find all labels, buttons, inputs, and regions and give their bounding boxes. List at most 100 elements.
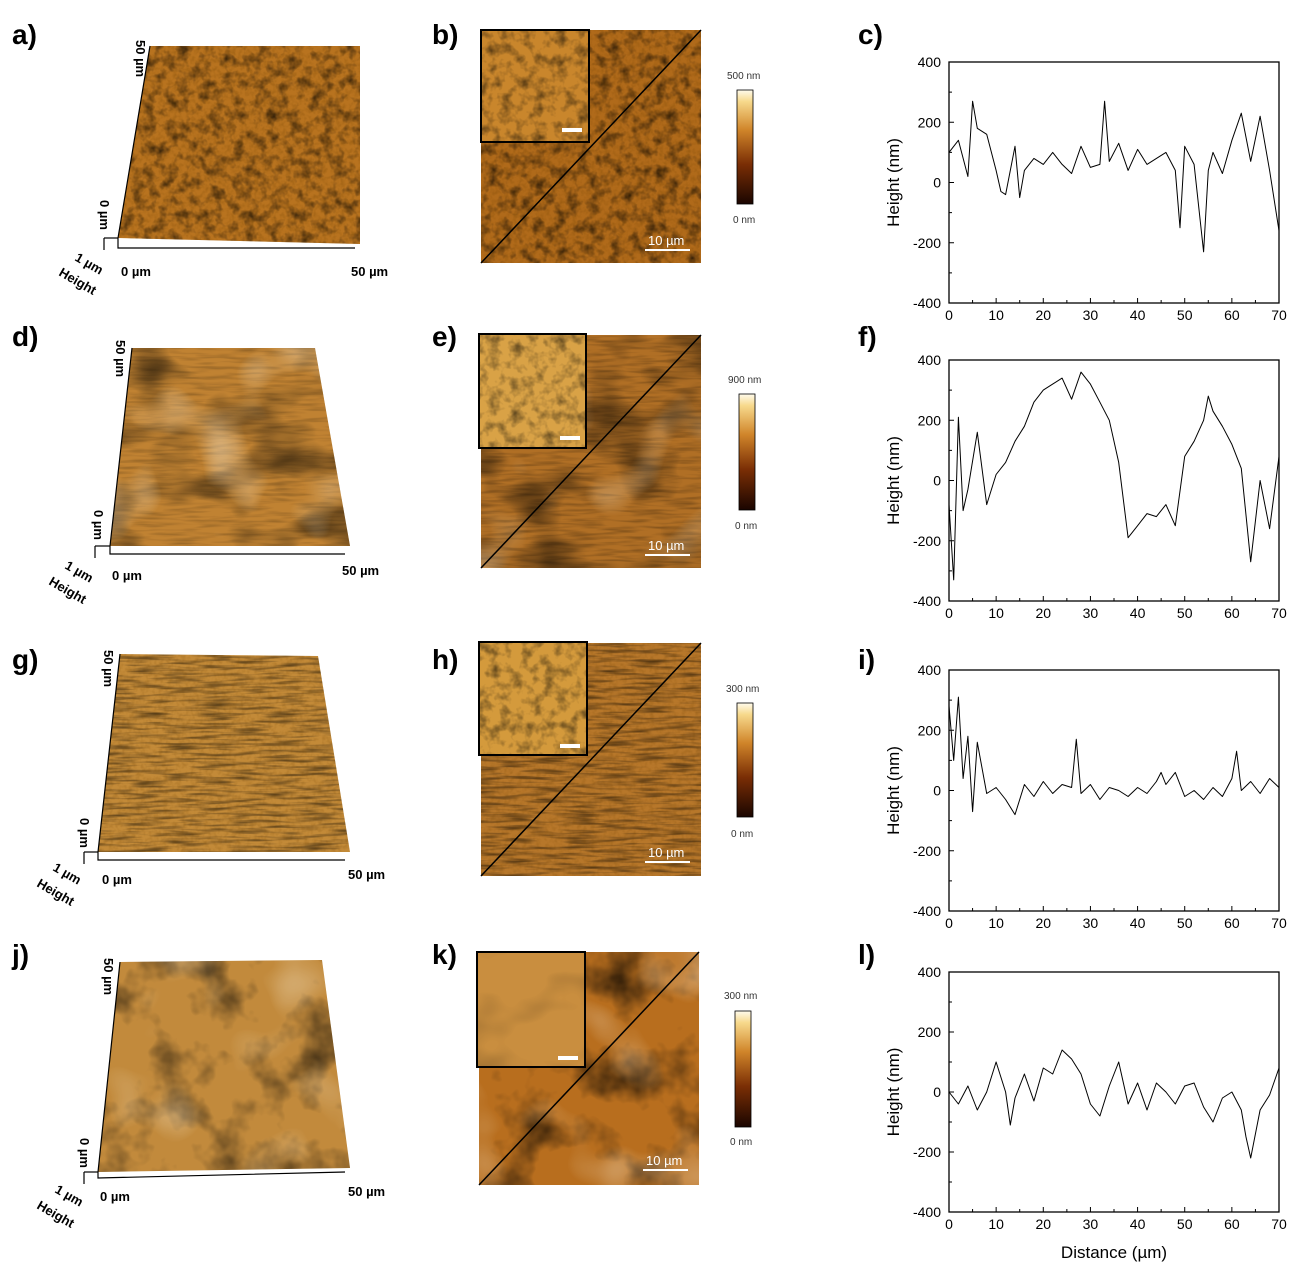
plot-frame bbox=[948, 359, 1280, 602]
x-tick-label: 50 bbox=[1177, 307, 1193, 323]
scale-bar-e: 10 µm bbox=[648, 538, 684, 553]
colorbar-min-e: 0 nm bbox=[735, 521, 757, 532]
axis3d-ybottom-g: 0 µm bbox=[77, 818, 92, 848]
x-tick-label: 60 bbox=[1224, 915, 1240, 931]
y-tick-label: 400 bbox=[918, 662, 942, 678]
row-2: d) 50 µm 0 µm 0 µm 50 µm 1 µm Height e) bbox=[12, 321, 1287, 621]
y-tick-label: -200 bbox=[913, 1144, 941, 1160]
y-tick-label: -400 bbox=[913, 903, 941, 919]
y-tick-label: -400 bbox=[913, 593, 941, 609]
axis3d-xright-j: 50 µm bbox=[348, 1184, 385, 1199]
panel-label-c: c) bbox=[858, 19, 883, 50]
panel-label-i: i) bbox=[858, 644, 875, 675]
colorbar-max-b: 500 nm bbox=[727, 71, 760, 82]
panel-label-a: a) bbox=[12, 19, 37, 50]
y-tick-label: 200 bbox=[918, 114, 942, 130]
x-tick-label: 50 bbox=[1177, 915, 1193, 931]
x-axis-label: Distance (µm) bbox=[1061, 1243, 1167, 1262]
series-line bbox=[948, 1049, 1280, 1159]
y-axis-label: Height (nm) bbox=[884, 436, 903, 525]
colorbar-k: 300 nm 0 nm bbox=[724, 991, 757, 1148]
x-tick-label: 20 bbox=[1035, 605, 1051, 621]
surface-3d-j bbox=[83, 960, 350, 1184]
surface-3d-d bbox=[94, 347, 350, 558]
y-tick-label: 400 bbox=[918, 964, 942, 980]
y-tick-label: 200 bbox=[918, 412, 942, 428]
panel-label-f: f) bbox=[858, 321, 877, 352]
height-profile-l: 0 10 20 30 40 50 60 70 -400 -200 0 200 400 Height (nm… bbox=[884, 964, 1287, 1262]
panel-label-e: e) bbox=[432, 321, 457, 352]
y-tick-label: -200 bbox=[913, 533, 941, 549]
x-tick-label: 30 bbox=[1083, 307, 1099, 323]
panel-label-j: j) bbox=[11, 939, 29, 970]
x-tick-label: 10 bbox=[988, 307, 1004, 323]
axis3d-ybottom-j: 0 µm bbox=[77, 1138, 92, 1168]
scale-bar-h: 10 µm bbox=[648, 845, 684, 860]
x-tick-label: 40 bbox=[1130, 1216, 1146, 1232]
height-profile-c: 0 10 20 30 40 50 60 70 -400 -200 0 200 400 Height (nm… bbox=[884, 54, 1287, 323]
colorbar-h: 300 nm 0 nm bbox=[726, 684, 759, 840]
colorbar-min-k: 0 nm bbox=[730, 1137, 752, 1148]
colorbar-max-e: 900 nm bbox=[728, 375, 761, 386]
row-3: g) 50 µm 0 µm 0 µm 50 µm 1 µm Height h) … bbox=[12, 641, 1287, 931]
x-tick-label: 20 bbox=[1035, 915, 1051, 931]
y-tick-label: 200 bbox=[918, 722, 942, 738]
y-tick-label: 0 bbox=[933, 783, 941, 799]
axis3d-ybottom-a: 0 µm bbox=[97, 200, 112, 230]
y-tick-label: 400 bbox=[918, 54, 942, 70]
panel-label-d: d) bbox=[12, 321, 38, 352]
x-tick-label: 30 bbox=[1083, 605, 1099, 621]
y-tick-label: 0 bbox=[933, 175, 941, 191]
colorbar-max-h: 300 nm bbox=[726, 684, 759, 695]
x-tick-label: 10 bbox=[988, 1216, 1004, 1232]
x-tick-label: 0 bbox=[945, 1216, 953, 1232]
y-tick-label: -200 bbox=[913, 235, 941, 251]
surface-3d-g bbox=[83, 653, 350, 864]
colorbar-e: 900 nm 0 nm bbox=[728, 375, 761, 532]
surface-3d-a bbox=[103, 45, 360, 250]
y-tick-label: -400 bbox=[913, 1204, 941, 1220]
x-tick-label: 20 bbox=[1035, 1216, 1051, 1232]
x-tick-label: 0 bbox=[945, 915, 953, 931]
y-tick-label: 200 bbox=[918, 1024, 942, 1040]
axis3d-xleft-a: 0 µm bbox=[121, 264, 151, 279]
x-tick-label: 20 bbox=[1035, 307, 1051, 323]
colorbar-min-h: 0 nm bbox=[731, 829, 753, 840]
x-tick-label: 50 bbox=[1177, 1216, 1193, 1232]
height-profile-f: 0 10 20 30 40 50 60 70 -400 -200 0 200 400 Height (nm… bbox=[884, 352, 1287, 621]
axis3d-xright-g: 50 µm bbox=[348, 867, 385, 882]
x-tick-label: 70 bbox=[1271, 605, 1287, 621]
x-tick-label: 0 bbox=[945, 605, 953, 621]
panel-label-k: k) bbox=[432, 939, 457, 970]
x-tick-label: 10 bbox=[988, 915, 1004, 931]
afm-image-e: 10 µm bbox=[478, 333, 702, 569]
axis3d-xleft-g: 0 µm bbox=[102, 872, 132, 887]
x-tick-label: 40 bbox=[1130, 605, 1146, 621]
y-tick-label: -200 bbox=[913, 843, 941, 859]
axis3d-xleft-d: 0 µm bbox=[112, 568, 142, 583]
x-tick-label: 40 bbox=[1130, 307, 1146, 323]
axis3d-ytop-j: 50 µm bbox=[101, 958, 116, 995]
axis3d-xright-d: 50 µm bbox=[342, 563, 379, 578]
axis3d-ytop-d: 50 µm bbox=[113, 340, 128, 377]
axis3d-xleft-j: 0 µm bbox=[100, 1189, 130, 1204]
x-tick-label: 70 bbox=[1271, 1216, 1287, 1232]
x-tick-label: 40 bbox=[1130, 915, 1146, 931]
axis3d-ybottom-d: 0 µm bbox=[91, 510, 106, 540]
series-line bbox=[948, 100, 1280, 253]
y-tick-label: 0 bbox=[933, 473, 941, 489]
axis3d-z-j: 1 µm bbox=[53, 1182, 86, 1210]
y-axis-label: Height (nm) bbox=[884, 1048, 903, 1137]
x-tick-label: 60 bbox=[1224, 1216, 1240, 1232]
series-line bbox=[948, 371, 1280, 581]
colorbar-max-k: 300 nm bbox=[724, 991, 757, 1002]
afm-image-b: 10 µm bbox=[480, 29, 702, 264]
height-profile-i: 0 10 20 30 40 50 60 70 -400 -200 0 200 400 Height (nm… bbox=[884, 662, 1287, 931]
y-tick-label: 0 bbox=[933, 1084, 941, 1100]
x-tick-label: 50 bbox=[1177, 605, 1193, 621]
colorbar-b: 500 nm 0 nm bbox=[727, 71, 760, 226]
panel-label-h: h) bbox=[432, 644, 458, 675]
x-tick-label: 30 bbox=[1083, 1216, 1099, 1232]
panel-label-g: g) bbox=[12, 644, 38, 675]
